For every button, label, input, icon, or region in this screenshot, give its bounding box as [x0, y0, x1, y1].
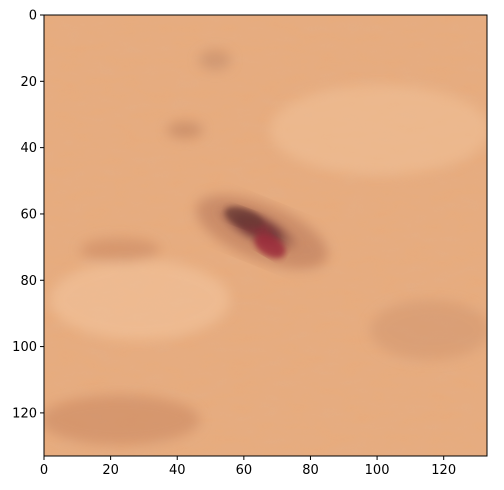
- skin-shade: [370, 300, 487, 360]
- x-tick-label: 20: [102, 463, 119, 478]
- y-tick-label: 60: [20, 207, 37, 222]
- x-tick-label: 40: [169, 463, 186, 478]
- y-tick-label: 80: [20, 274, 37, 289]
- y-tick-label: 40: [20, 141, 37, 156]
- y-tick-label: 20: [20, 75, 37, 90]
- skin-shade: [44, 395, 200, 445]
- x-tick-label: 80: [302, 463, 319, 478]
- lesion-red-core: [254, 233, 286, 259]
- lesion: [196, 195, 328, 269]
- skin-highlight: [50, 260, 230, 340]
- skin-image: [44, 15, 487, 456]
- skin-shade: [199, 50, 231, 70]
- x-axis: 0 20 40 60 80 100 120: [40, 456, 456, 478]
- x-tick-label: 60: [236, 463, 253, 478]
- x-tick-label: 100: [365, 463, 390, 478]
- skin-shade: [80, 238, 160, 262]
- plot-frame: [43, 14, 488, 457]
- skin-highlight: [270, 85, 487, 175]
- x-tick-label: 0: [40, 463, 48, 478]
- x-tick-label: 120: [431, 463, 456, 478]
- skin-shade: [167, 122, 203, 138]
- y-tick-label: 100: [12, 340, 37, 355]
- y-tick-label: 120: [12, 406, 37, 421]
- lesion-dark-core: [224, 207, 264, 229]
- y-axis: 0 20 40 60 80 100 120: [12, 9, 44, 421]
- y-tick-label: 0: [29, 9, 37, 24]
